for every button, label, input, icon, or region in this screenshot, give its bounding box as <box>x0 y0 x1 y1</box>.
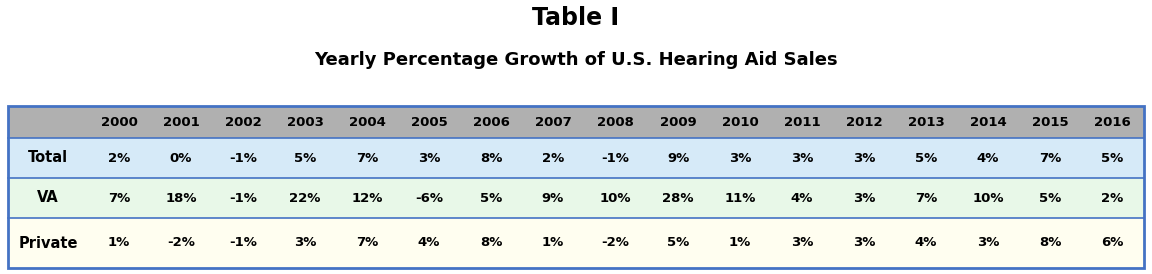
Text: 2006: 2006 <box>472 116 509 129</box>
Text: 1%: 1% <box>541 236 564 250</box>
Text: 4%: 4% <box>790 192 813 204</box>
Text: -1%: -1% <box>229 152 257 164</box>
Text: 2010: 2010 <box>721 116 758 129</box>
Text: 2009: 2009 <box>660 116 696 129</box>
Text: 11%: 11% <box>725 192 756 204</box>
Text: 4%: 4% <box>977 152 999 164</box>
Text: 2003: 2003 <box>287 116 324 129</box>
Text: -1%: -1% <box>229 236 257 250</box>
Text: 5%: 5% <box>915 152 937 164</box>
Text: 3%: 3% <box>852 192 876 204</box>
Text: 2012: 2012 <box>846 116 882 129</box>
Bar <box>8 138 1144 178</box>
Text: 7%: 7% <box>108 192 130 204</box>
Text: VA: VA <box>37 190 59 206</box>
Text: -2%: -2% <box>167 236 195 250</box>
Text: 8%: 8% <box>1039 236 1061 250</box>
Text: 9%: 9% <box>667 152 689 164</box>
Text: 2014: 2014 <box>970 116 1007 129</box>
Text: 7%: 7% <box>356 236 378 250</box>
Bar <box>8 178 1144 218</box>
Text: 3%: 3% <box>852 152 876 164</box>
Text: Table I: Table I <box>532 6 620 30</box>
Text: 4%: 4% <box>418 236 440 250</box>
Bar <box>8 106 1144 138</box>
Text: 6%: 6% <box>1101 236 1123 250</box>
Text: 9%: 9% <box>541 192 564 204</box>
Text: 5%: 5% <box>1101 152 1123 164</box>
Text: 2005: 2005 <box>410 116 447 129</box>
Text: 5%: 5% <box>667 236 689 250</box>
Text: 2015: 2015 <box>1032 116 1068 129</box>
Bar <box>8 106 1144 268</box>
Text: 2001: 2001 <box>162 116 199 129</box>
Bar <box>8 218 1144 268</box>
Text: Private: Private <box>18 235 77 250</box>
Text: 7%: 7% <box>356 152 378 164</box>
Text: 10%: 10% <box>972 192 1003 204</box>
Text: 3%: 3% <box>790 236 813 250</box>
Text: 3%: 3% <box>729 152 751 164</box>
Text: 28%: 28% <box>662 192 694 204</box>
Text: 3%: 3% <box>977 236 999 250</box>
Text: 5%: 5% <box>1039 192 1061 204</box>
Text: -1%: -1% <box>601 152 629 164</box>
Text: 2011: 2011 <box>783 116 820 129</box>
Text: 1%: 1% <box>108 236 130 250</box>
Text: 5%: 5% <box>294 152 316 164</box>
Text: -1%: -1% <box>229 192 257 204</box>
Text: 2016: 2016 <box>1094 116 1131 129</box>
Text: Total: Total <box>28 150 68 165</box>
Text: 2%: 2% <box>108 152 130 164</box>
Text: 1%: 1% <box>729 236 751 250</box>
Text: 2%: 2% <box>541 152 564 164</box>
Text: 3%: 3% <box>418 152 440 164</box>
Text: Yearly Percentage Growth of U.S. Hearing Aid Sales: Yearly Percentage Growth of U.S. Hearing… <box>314 51 838 69</box>
Text: 2013: 2013 <box>908 116 945 129</box>
Text: 4%: 4% <box>915 236 938 250</box>
Text: 2002: 2002 <box>225 116 262 129</box>
Text: 3%: 3% <box>790 152 813 164</box>
Text: 8%: 8% <box>480 152 502 164</box>
Text: -6%: -6% <box>415 192 444 204</box>
Text: 5%: 5% <box>480 192 502 204</box>
Text: 8%: 8% <box>480 236 502 250</box>
Text: 2%: 2% <box>1101 192 1123 204</box>
Text: 18%: 18% <box>165 192 197 204</box>
Text: 2000: 2000 <box>100 116 137 129</box>
Text: 2004: 2004 <box>349 116 386 129</box>
Text: 2008: 2008 <box>597 116 634 129</box>
Text: 3%: 3% <box>852 236 876 250</box>
Text: 2007: 2007 <box>535 116 571 129</box>
Text: 22%: 22% <box>289 192 320 204</box>
Text: 0%: 0% <box>169 152 192 164</box>
Text: 12%: 12% <box>351 192 382 204</box>
Text: 10%: 10% <box>600 192 631 204</box>
Text: 7%: 7% <box>915 192 937 204</box>
Text: 3%: 3% <box>294 236 316 250</box>
Text: 7%: 7% <box>1039 152 1061 164</box>
Text: -2%: -2% <box>601 236 629 250</box>
